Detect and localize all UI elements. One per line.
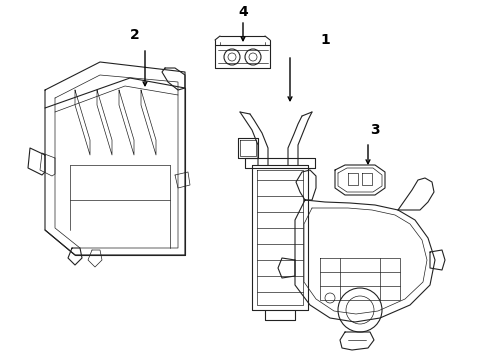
Text: 4: 4	[238, 5, 248, 19]
Text: 1: 1	[320, 33, 330, 47]
Text: 2: 2	[130, 28, 140, 42]
Text: 3: 3	[370, 123, 380, 137]
